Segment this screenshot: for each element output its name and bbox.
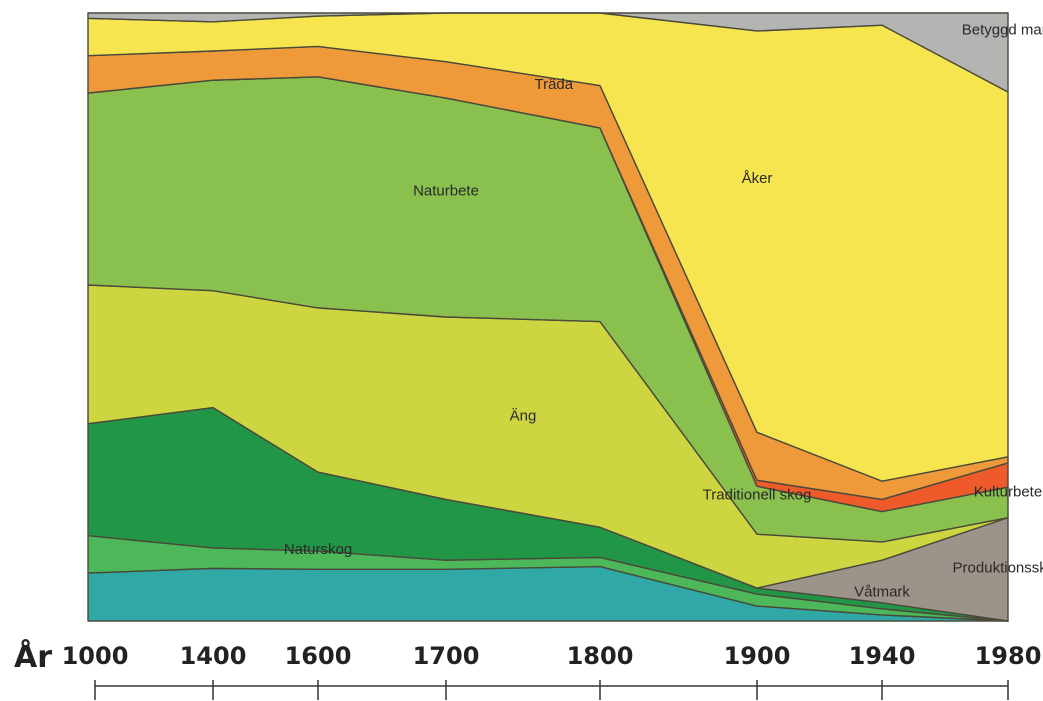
area-label-layer: Våtmark Naturskog Traditionell skog Produkt…	[284, 21, 1043, 600]
area-label-traditionell-skog: Traditionell skog	[703, 486, 812, 503]
x-tick-label: 1800	[567, 642, 634, 670]
area-label-kulturbete: Kulturbete	[974, 483, 1042, 500]
area-label-naturbete: Naturbete	[413, 182, 479, 199]
area-betyggd-mark	[87, 12, 1009, 93]
x-tick-label: 1600	[285, 642, 352, 670]
area-label-aker: Åker	[742, 170, 773, 187]
x-tick-label: 1900	[724, 642, 791, 670]
area-layer	[87, 12, 1009, 622]
area-label-trada: Träda	[534, 76, 573, 93]
x-tick-label: 1700	[413, 642, 480, 670]
area-label-betyggd-mark: Betyggd mark	[962, 21, 1043, 38]
x-tick-label: 1940	[849, 642, 916, 670]
area-label-ang: Äng	[510, 407, 537, 424]
x-axis-title: År	[14, 638, 52, 675]
x-tick-label: 1400	[180, 642, 247, 670]
area-label-naturskog: Naturskog	[284, 541, 352, 558]
area-label-produktionsskog: Produktionsskog	[953, 559, 1043, 576]
x-tick-label: 1000	[62, 642, 129, 670]
x-tick-label: 1980	[975, 642, 1042, 670]
x-axis: År 1000 1400 1600 1700 1800 1900 1940 1980	[14, 638, 1041, 700]
area-label-vatmark: Våtmark	[854, 584, 910, 601]
